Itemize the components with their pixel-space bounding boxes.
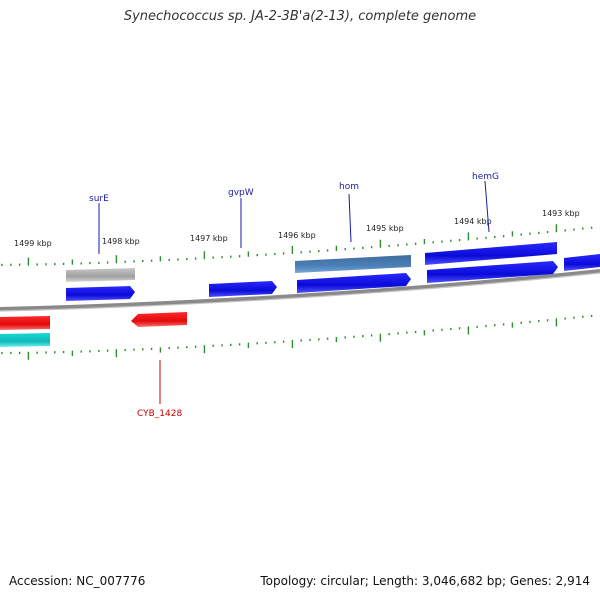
gene-label-hemG[interactable]: hemG xyxy=(472,172,499,233)
gene-label-CYB_1428[interactable]: CYB_1428 xyxy=(137,360,182,419)
gene-hemG[interactable] xyxy=(427,261,558,283)
genome-summary-text: Topology: circular; Length: 3,046,682 bp… xyxy=(260,574,590,588)
gene-surE[interactable] xyxy=(66,268,135,282)
svg-text:CYB_1428: CYB_1428 xyxy=(137,409,182,419)
svg-text:surE: surE xyxy=(89,194,109,204)
gene-CYB_1428[interactable] xyxy=(131,312,187,327)
genome-backbone xyxy=(0,269,600,311)
gene-hemG-upper[interactable] xyxy=(425,242,557,265)
svg-text:gvpW: gvpW xyxy=(228,188,254,198)
scale-ticks-bottom xyxy=(1,314,593,360)
scale-label-1493: 1493 kbp xyxy=(542,209,580,218)
gene-reverse-left[interactable] xyxy=(0,316,50,330)
gene-label-surE[interactable]: surE xyxy=(89,194,109,254)
svg-text:hom: hom xyxy=(339,182,359,192)
scale-label-1495: 1495 kbp xyxy=(366,224,404,233)
scale-label-1498: 1498 kbp xyxy=(102,237,140,246)
scale-ticks-top xyxy=(1,224,593,266)
accession-text: Accession: NC_007776 xyxy=(9,574,146,588)
scale-label-1494: 1494 kbp xyxy=(454,217,492,226)
gene-hom-forward[interactable] xyxy=(297,273,411,293)
gene-label-hom[interactable]: hom xyxy=(339,182,359,243)
scale-label-1496: 1496 kbp xyxy=(278,231,316,240)
gene-gvpW[interactable] xyxy=(209,281,277,297)
scale-label-1499: 1499 kbp xyxy=(14,239,52,248)
gene-label-gvpW[interactable]: gvpW xyxy=(228,188,254,248)
gene-top-edge-upper[interactable] xyxy=(564,254,600,271)
gene-forward-1[interactable] xyxy=(66,286,135,301)
map-title: Synechococcus sp. JA-2-3B'a(2-13), compl… xyxy=(123,9,477,24)
gene-hom[interactable] xyxy=(295,255,411,273)
gene-cyan-left[interactable] xyxy=(0,333,50,347)
scale-label-1497: 1497 kbp xyxy=(190,234,228,243)
svg-text:hemG: hemG xyxy=(472,172,499,182)
